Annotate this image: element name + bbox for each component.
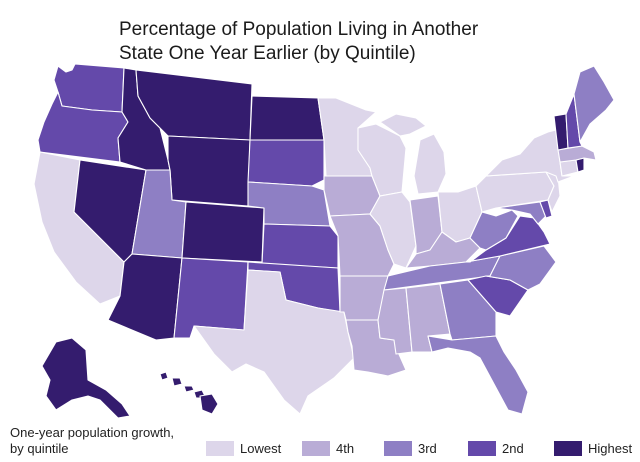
state-florida — [427, 335, 529, 415]
legend-caption-line-1: One-year population growth, — [10, 425, 175, 440]
state-west-virginia — [469, 209, 519, 251]
legend-swatch-3rd — [384, 441, 412, 456]
state-washington — [53, 63, 125, 113]
state-michigan — [379, 113, 447, 195]
state-kansas — [261, 223, 339, 269]
state-massachusetts — [557, 145, 597, 163]
state-colorado — [181, 201, 265, 263]
legend-item-lowest: Lowest — [206, 441, 281, 457]
state-maine — [573, 65, 615, 143]
legend-swatch-highest — [554, 441, 582, 456]
state-alaska — [41, 337, 131, 419]
legend-label-2nd: 2nd — [502, 441, 524, 456]
legend-caption: One-year population growth, by quintile — [10, 425, 174, 457]
state-wyoming — [167, 135, 251, 207]
state-hawaii — [159, 371, 219, 415]
legend-swatch-lowest — [206, 441, 234, 456]
state-south-dakota — [247, 139, 325, 187]
map-title-line-1: Percentage of Population Living in Anoth… — [119, 19, 479, 40]
state-north-dakota — [249, 95, 325, 141]
legend-swatch-2nd — [468, 441, 496, 456]
legend-label-highest: Highest — [588, 441, 633, 456]
state-texas — [193, 269, 355, 415]
legend-item-3rd: 3rd — [384, 441, 437, 457]
map-title: Percentage of Population Living in Anoth… — [119, 18, 519, 66]
legend-caption-line-2: by quintile — [10, 441, 69, 456]
map-title-line-2: State One Year Earlier (by Quintile) — [119, 43, 416, 64]
legend-swatch-4th — [302, 441, 330, 456]
legend-label-4th: 4th — [336, 441, 355, 456]
legend-item-4th: 4th — [302, 441, 354, 457]
legend-label-lowest: Lowest — [240, 441, 282, 456]
state-illinois — [369, 191, 417, 269]
legend-item-highest: Highest — [554, 441, 632, 457]
legend-label-3rd: 3rd — [418, 441, 437, 456]
legend-item-2nd: 2nd — [468, 441, 524, 457]
state-montana — [135, 69, 253, 141]
state-new-mexico — [173, 257, 249, 339]
state-connecticut — [559, 159, 579, 177]
state-new-hampshire — [565, 93, 583, 149]
